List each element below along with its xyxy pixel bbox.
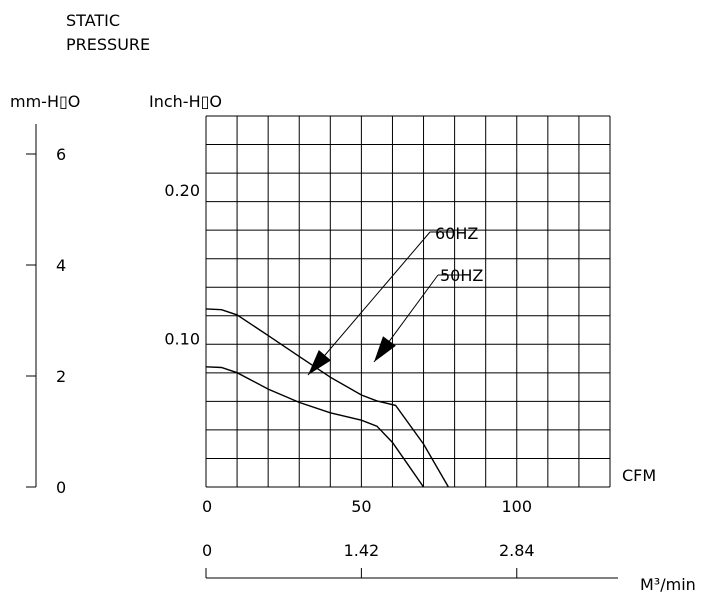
cfm-tick-label: 100: [501, 497, 532, 516]
inch-axis-ticks: 0.10 0.20: [164, 181, 200, 348]
curves-group: [205, 308, 450, 488]
x-axis-m3-label: M³/min: [640, 575, 696, 594]
mm-tick-label: 6: [56, 145, 66, 164]
x-axis-cfm-label: CFM: [622, 466, 656, 485]
mm-axis-ticks: 0 2 4 6: [26, 145, 66, 497]
chart-title-line-2: PRESSURE: [66, 35, 150, 54]
m3-tick-label: 2.84: [499, 541, 535, 560]
curve-60hz: [205, 308, 450, 488]
cfm-axis-ticks: 0 50 100: [202, 497, 532, 516]
annotation-leader: [307, 231, 431, 376]
y-axis-inch-label: Inch-H▯O: [149, 92, 222, 111]
cfm-tick-label: 0: [202, 497, 212, 516]
annotation-label-60hz: 60HZ: [435, 224, 478, 243]
m3-axis-ticks: 0 1.42 2.84: [202, 541, 535, 578]
chart-grid: [205, 115, 611, 488]
annotation-arrowhead: [308, 350, 331, 375]
cfm-tick-label: 50: [351, 497, 371, 516]
y-axis-mm-label: mm-H▯O: [10, 92, 80, 111]
mm-tick-label: 4: [56, 256, 66, 275]
annotations-group: 60HZ 50HZ: [307, 224, 483, 376]
inch-tick-label: 0.10: [164, 330, 200, 349]
chart-title-line-1: STATIC: [66, 11, 120, 30]
mm-tick-label: 0: [56, 478, 66, 497]
m3-tick-label: 0: [202, 541, 212, 560]
mm-tick-label: 2: [56, 367, 66, 386]
m3-tick-label: 1.42: [344, 541, 380, 560]
annotation-arrowhead: [374, 336, 396, 362]
curve-50hz: [205, 366, 425, 488]
annotation-label-50hz: 50HZ: [440, 266, 483, 285]
inch-tick-label: 0.20: [164, 181, 200, 200]
